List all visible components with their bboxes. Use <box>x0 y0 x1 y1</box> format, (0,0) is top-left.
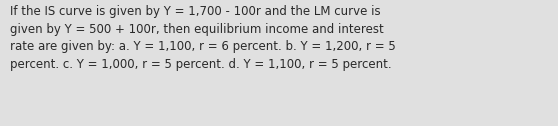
Text: If the IS curve is given by Y = 1,700 - 100r and the LM curve is
given by Y = 50: If the IS curve is given by Y = 1,700 - … <box>10 5 396 71</box>
